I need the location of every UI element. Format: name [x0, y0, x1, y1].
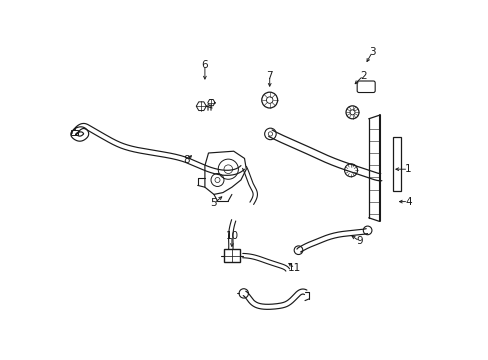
Text: 11: 11	[288, 263, 301, 273]
Text: 7: 7	[266, 71, 272, 81]
Text: 9: 9	[356, 236, 362, 246]
Text: 1: 1	[404, 164, 411, 174]
Text: 10: 10	[225, 231, 238, 241]
Text: 4: 4	[404, 197, 411, 207]
Text: 8: 8	[183, 155, 190, 165]
Text: 2: 2	[359, 71, 366, 81]
Text: 5: 5	[210, 198, 217, 208]
Text: 6: 6	[201, 60, 208, 70]
Text: 3: 3	[368, 47, 375, 57]
